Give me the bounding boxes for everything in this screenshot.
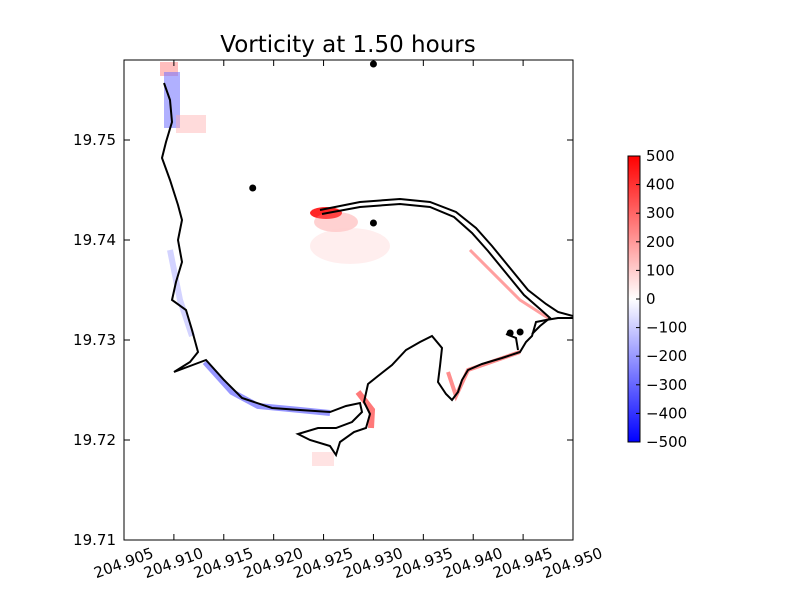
vorticity-blob xyxy=(312,452,334,466)
y-tick-label: 19.75 xyxy=(73,131,116,149)
y-tick-label: 19.71 xyxy=(73,531,116,549)
colorbar-tick-label: −300 xyxy=(646,376,687,394)
colorbar-tick-label: −200 xyxy=(646,347,687,365)
colorbar-tick-label: 0 xyxy=(646,290,656,308)
vorticity-blob xyxy=(314,212,358,232)
gauge-point xyxy=(516,328,524,336)
y-tick-label: 19.73 xyxy=(73,331,116,349)
vorticity-band xyxy=(468,248,549,320)
gauge-point xyxy=(369,219,377,227)
colorbar-tick-label: −400 xyxy=(646,404,687,422)
shoreline-main xyxy=(160,82,573,458)
gauge-points xyxy=(249,60,524,337)
colorbar-tick-label: 100 xyxy=(646,261,675,279)
vorticity-blob xyxy=(164,72,180,128)
axes-frame xyxy=(123,59,574,541)
colorbar-tick-label: 500 xyxy=(646,147,675,165)
y-tick-label: 19.74 xyxy=(73,231,116,249)
gauge-point xyxy=(249,184,257,192)
colorbar-tick-label: 300 xyxy=(646,204,675,222)
colorbar-tick-label: −500 xyxy=(646,433,687,451)
y-tick-label: 19.72 xyxy=(73,431,116,449)
colorbar-tick-label: 200 xyxy=(646,233,675,251)
vorticity-band xyxy=(167,249,195,337)
colorbar-tick-label: 400 xyxy=(646,176,675,194)
breakwater-outer xyxy=(319,197,573,317)
vorticity-band xyxy=(355,390,376,429)
breakwater-inner xyxy=(321,202,552,335)
plot-area xyxy=(124,60,573,540)
colorbar-tick-label: −100 xyxy=(646,319,687,337)
gauge-point xyxy=(506,329,514,337)
vorticity-blob xyxy=(176,115,206,133)
chart-title: Vorticity at 1.50 hours xyxy=(220,32,475,58)
vorticity-blob xyxy=(310,228,390,264)
colorbar: 500 400 300 200 100 0 −100 −200 −300 −400 −500 xyxy=(627,147,687,451)
